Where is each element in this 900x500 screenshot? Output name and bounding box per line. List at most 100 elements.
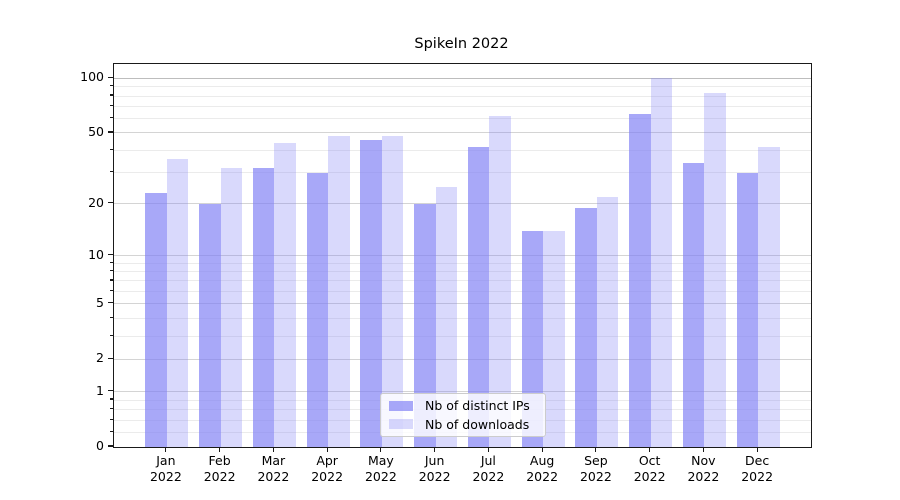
bar-sep-downloads (596, 196, 619, 447)
legend-swatch-distinct-ips (389, 400, 413, 411)
x-tick-month: Jan (156, 453, 176, 468)
x-tick-label: Mar 2022 (247, 453, 301, 485)
x-tick-year: 2022 (203, 469, 236, 484)
bar-aug-downloads (543, 230, 565, 447)
y-gridline-minor (114, 106, 811, 108)
x-tick-year: 2022 (257, 469, 290, 484)
y-tick-label: 0 (96, 438, 104, 453)
bar-mar-downloads (274, 142, 296, 447)
y-tick-label: 50 (88, 123, 104, 139)
x-tick-label: Apr 2022 (300, 453, 354, 485)
x-tick-mark (649, 447, 651, 452)
y-gridline-minor (114, 280, 811, 282)
y-tick-mark (108, 357, 113, 359)
bar-aug-distinct-ips (521, 230, 544, 447)
x-tick-mark (219, 447, 221, 452)
legend: Nb of distinct IPs Nb of downloads (380, 393, 546, 437)
y-gridline-minor (114, 262, 811, 264)
bar-dec-distinct-ips (736, 172, 759, 447)
x-tick-label: Jan 2022 (139, 453, 193, 485)
x-tick-label: Sep 2022 (569, 453, 623, 485)
y-tick-mark (108, 76, 113, 79)
x-tick-month: Mar (261, 453, 286, 468)
x-tick-month: Apr (316, 453, 338, 468)
bar-jul-downloads (489, 116, 511, 447)
bar-dec-downloads (758, 146, 780, 447)
y-tick-minor (110, 418, 113, 420)
x-tick-year: 2022 (149, 469, 182, 484)
y-tick-label: 2 (96, 350, 104, 366)
bar-nov-distinct-ips (682, 163, 705, 447)
y-tick-minor (110, 117, 113, 119)
y-gridline-minor (114, 335, 811, 337)
x-tick-month: Aug (529, 453, 555, 468)
y-tick-minor (110, 289, 113, 292)
y-tick-label: 5 (96, 294, 104, 310)
x-tick-mark (165, 447, 167, 452)
bar-oct-distinct-ips (629, 113, 651, 447)
x-tick-label: May 2022 (354, 453, 408, 485)
y-tick-mark (108, 302, 113, 304)
x-tick-mark (487, 447, 489, 452)
bar-sep-distinct-ips (575, 207, 597, 447)
y-gridline-major (114, 303, 811, 305)
x-tick-month: Jun (424, 453, 445, 468)
y-gridline-major (114, 203, 811, 205)
y-tick-minor (110, 407, 113, 410)
y-tick-minor (110, 148, 113, 150)
bar-feb-distinct-ips (199, 203, 221, 447)
x-tick-year: 2022 (311, 469, 344, 484)
y-gridline-major (114, 255, 811, 256)
y-tick-mark (108, 202, 113, 204)
y-gridline-minor (114, 86, 811, 88)
y-gridline-minor (114, 317, 811, 319)
x-tick-mark (756, 447, 758, 452)
bar-jul-distinct-ips (467, 146, 490, 447)
x-tick-label: Oct 2022 (623, 453, 677, 485)
y-tick-minor (110, 104, 113, 107)
bar-feb-downloads (220, 167, 243, 447)
bar-mar-distinct-ips (252, 167, 275, 447)
y-tick-label: 100 (80, 69, 104, 85)
bar-apr-distinct-ips (306, 172, 329, 447)
x-tick-year: 2022 (472, 469, 505, 484)
x-tick-mark (434, 447, 436, 452)
y-tick-label: 20 (88, 194, 104, 210)
x-tick-mark (272, 447, 274, 452)
x-tick-mark (541, 447, 543, 452)
y-gridline-major (114, 132, 811, 134)
x-tick-mark (702, 447, 704, 452)
legend-item-distinct-ips: Nb of distinct IPs (389, 397, 537, 414)
y-tick-minor (110, 171, 113, 173)
x-tick-year: 2022 (364, 469, 397, 484)
y-tick-minor (110, 94, 113, 96)
x-tick-mark (380, 447, 382, 452)
x-tick-month: May (367, 453, 394, 468)
x-tick-year: 2022 (687, 469, 720, 484)
x-tick-label: Dec 2022 (730, 453, 784, 485)
legend-swatch-downloads (389, 419, 413, 430)
y-tick-minor (110, 269, 113, 272)
bar-jun-distinct-ips (414, 203, 436, 447)
x-tick-month: Feb (208, 453, 231, 468)
x-tick-month: Jul (480, 453, 496, 468)
plot-area: Nb of distinct IPs Nb of downloads (113, 63, 812, 448)
y-gridline-minor (114, 172, 811, 174)
x-tick-label: Feb 2022 (193, 453, 247, 485)
bar-may-distinct-ips (360, 139, 382, 447)
x-tick-month: Oct (638, 453, 661, 468)
bar-oct-downloads (650, 78, 673, 447)
y-tick-mark (108, 445, 113, 447)
y-tick-minor (110, 398, 113, 400)
y-tick-minor (110, 85, 113, 87)
x-tick-month: Sep (584, 453, 608, 468)
y-tick-minor (110, 430, 113, 433)
x-tick-label: Jul 2022 (462, 453, 516, 485)
y-gridline-major (114, 77, 811, 79)
x-tick-year: 2022 (633, 469, 666, 484)
bar-apr-downloads (328, 136, 350, 447)
y-gridline-minor (114, 95, 811, 97)
bar-may-downloads (381, 136, 404, 447)
x-tick-year: 2022 (579, 469, 612, 484)
